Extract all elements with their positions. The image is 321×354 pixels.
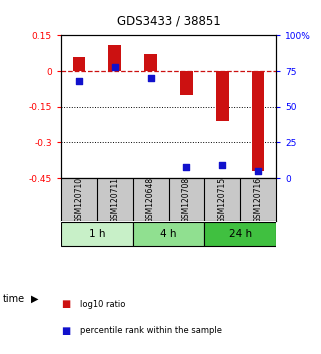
Bar	[73, 57, 85, 71]
Text: ■: ■	[61, 326, 70, 336]
Text: log10 ratio: log10 ratio	[80, 300, 126, 309]
Text: ▶: ▶	[30, 294, 38, 304]
Text: GDS3433 / 38851: GDS3433 / 38851	[117, 14, 221, 27]
Point	[76, 78, 82, 84]
Bar	[133, 222, 204, 246]
Text: GSM120708: GSM120708	[182, 177, 191, 223]
Bar	[144, 55, 157, 71]
Text: time: time	[3, 294, 25, 304]
Bar	[252, 71, 265, 171]
Text: GSM120711: GSM120711	[110, 177, 119, 223]
Text: GSM120648: GSM120648	[146, 177, 155, 223]
Text: percentile rank within the sample: percentile rank within the sample	[80, 326, 222, 336]
Text: ■: ■	[61, 299, 70, 309]
Bar	[61, 222, 133, 246]
Point	[148, 75, 153, 81]
Text: GSM120710: GSM120710	[74, 177, 83, 223]
Bar	[216, 71, 229, 121]
Point	[220, 162, 225, 168]
Point	[184, 164, 189, 170]
Bar	[204, 222, 276, 246]
Text: 1 h: 1 h	[89, 229, 105, 239]
Text: GSM120715: GSM120715	[218, 177, 227, 223]
Text: 24 h: 24 h	[229, 229, 252, 239]
Bar	[108, 45, 121, 71]
Text: 4 h: 4 h	[160, 229, 177, 239]
Bar	[180, 71, 193, 95]
Text: GSM120716: GSM120716	[254, 177, 263, 223]
Point	[112, 64, 117, 70]
Point	[256, 168, 261, 174]
